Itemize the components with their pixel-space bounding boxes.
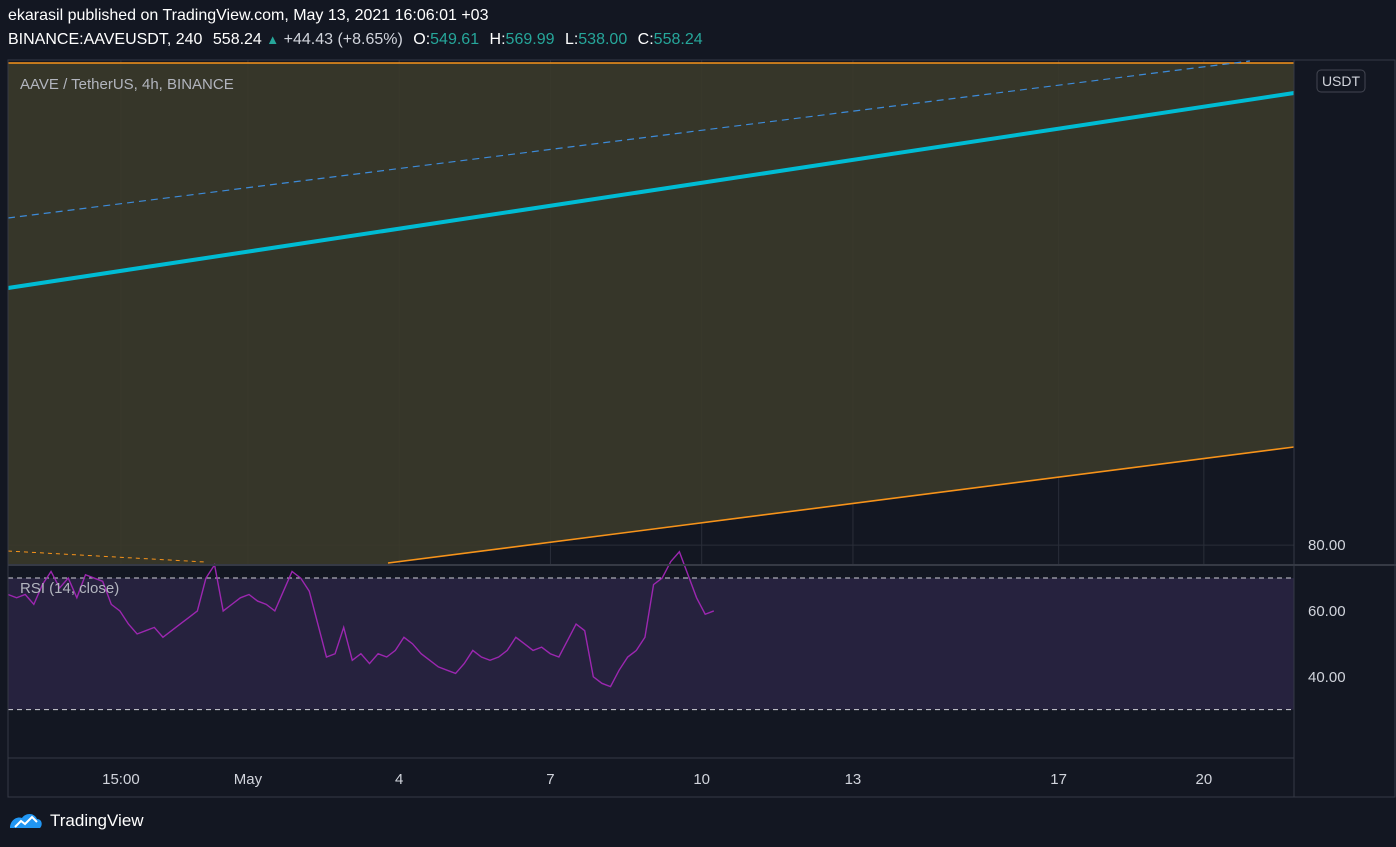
chart-labels: AAVE / TetherUS, 4h, BINANCE RSI (14, cl… [20, 76, 234, 597]
open-label: O: [413, 31, 431, 48]
trend-lines [7, 60, 1295, 564]
up-arrow-icon: ▲ [266, 32, 280, 47]
axes: 9800.00720.00640.00590.00470.00430.00390… [7, 59, 1396, 798]
chart-title: AAVE / TetherUS, 4h, BINANCE [20, 76, 234, 93]
low-label: L: [564, 31, 579, 48]
tradingview-logo[interactable]: TradingView [8, 810, 144, 832]
time-tick-label: 7 [546, 771, 554, 788]
time-tick-label: May [234, 771, 263, 788]
time-tick-label: 4 [395, 771, 403, 788]
zones [8, 63, 1294, 564]
dashed-trend-line [7, 60, 1251, 219]
low-value: 538.00 [578, 31, 628, 48]
chart-frame [7, 59, 1396, 798]
rsi-pane[interactable] [7, 550, 1294, 757]
symbol-legend: BINANCE:AAVEUSDT, 240 558.24 ▲ +44.43 (+… [8, 31, 703, 49]
rsi-tick-label: 60.00 [1308, 603, 1346, 620]
rsi-tick-label: 40.00 [1308, 669, 1346, 686]
ascending-trend-line [7, 91, 1295, 290]
time-tick-label: 10 [693, 771, 710, 788]
rsi-title: RSI (14, close) [20, 580, 119, 597]
last-price: 558.24 [212, 31, 262, 48]
rising-support-line [387, 446, 1295, 564]
close-value: 558.24 [653, 31, 703, 48]
close-label: C: [637, 31, 654, 48]
price-zone [8, 63, 1294, 564]
currency-badge-box [1316, 69, 1366, 93]
symbol-name[interactable]: BINANCE:AAVEUSDT, 240 [8, 31, 203, 48]
brand-name: TradingView [50, 811, 144, 830]
open-value: 549.61 [430, 31, 480, 48]
time-tick-label: 20 [1196, 771, 1213, 788]
time-tick-label: 13 [845, 771, 862, 788]
high-label: H: [489, 31, 506, 48]
price-change: +44.43 (+8.65%) [283, 31, 403, 48]
tradingview-logo-icon [10, 814, 42, 828]
support-dashed-line [7, 550, 206, 563]
high-value: 569.99 [505, 31, 555, 48]
rsi-line[interactable] [7, 550, 715, 688]
currency-badge[interactable]: USDT [1316, 69, 1366, 93]
publisher-line: ekarasil published on TradingView.com, M… [8, 7, 489, 24]
time-tick-label: 17 [1050, 771, 1067, 788]
rsi-tick-label: 80.00 [1308, 537, 1346, 554]
currency-badge-text: USDT [1322, 73, 1361, 89]
time-tick-label: 15:00 [102, 771, 140, 788]
